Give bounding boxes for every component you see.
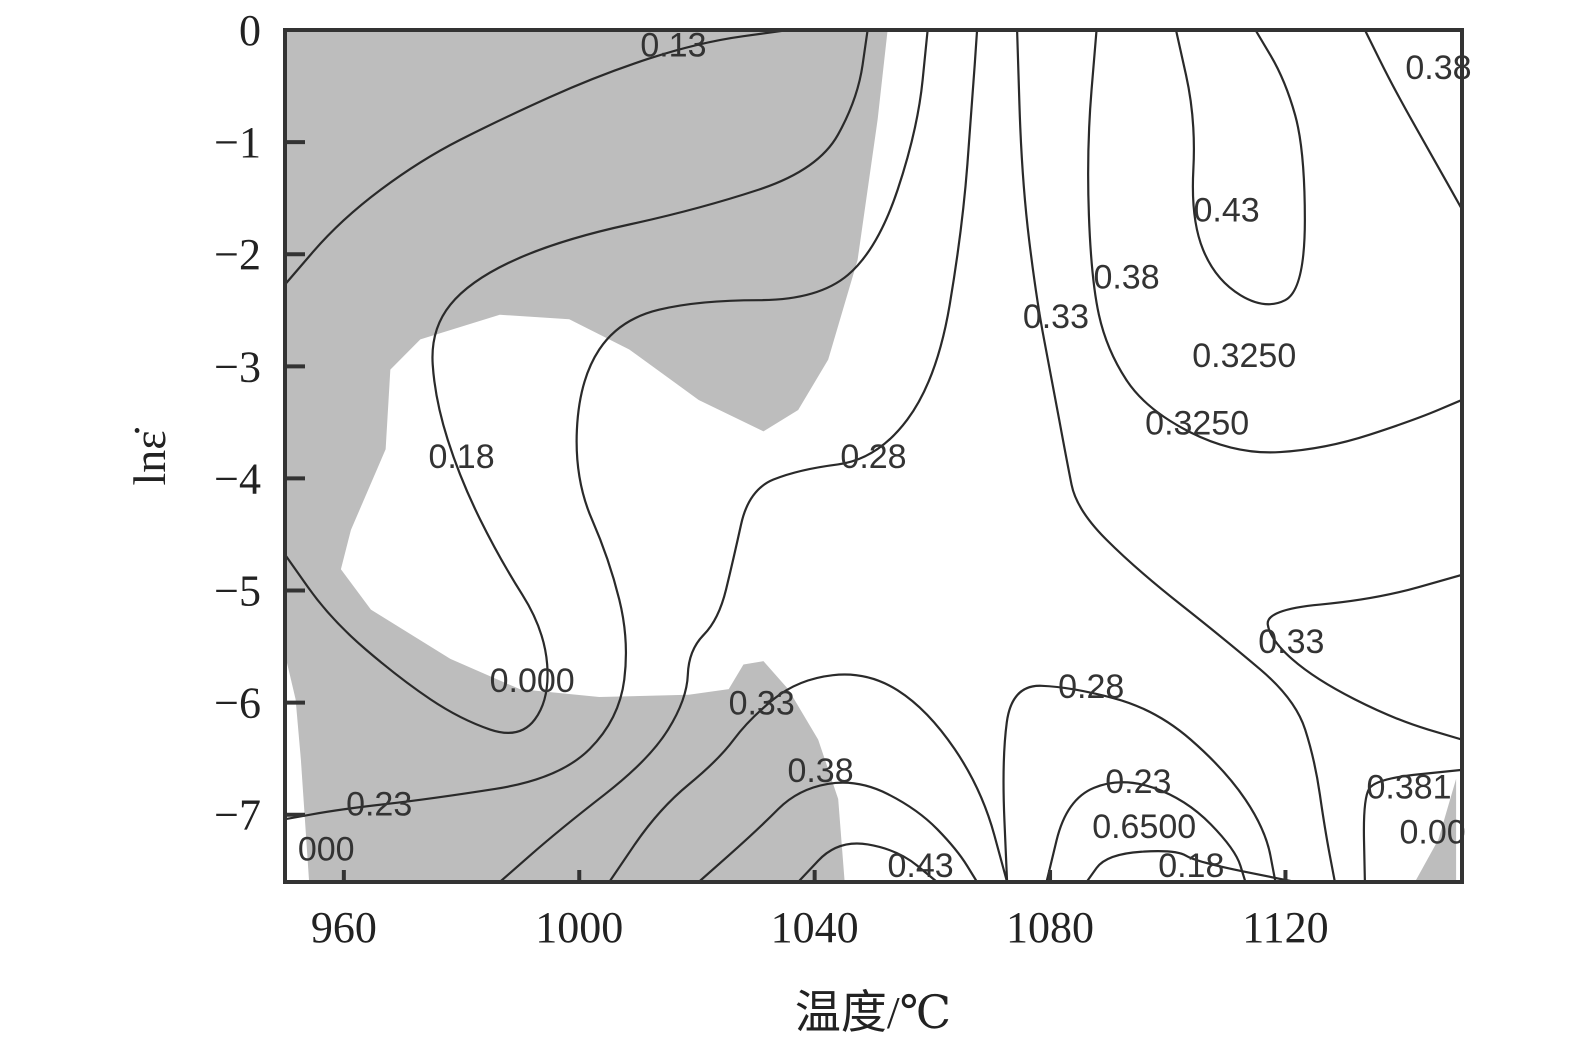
y-tick-label: −1 [214, 118, 261, 167]
contour-label: 0.23 [346, 786, 412, 824]
contour-label: 0.43 [1194, 191, 1260, 229]
contour-line-0.38 [697, 781, 979, 882]
y-tick-label: −3 [214, 342, 261, 391]
x-tick-label: 1040 [771, 903, 859, 952]
contour-line-0.33 [608, 673, 1009, 882]
axis-ticks: 960 1000 1040 1080 1120 0 −1 −2 −3 −4 −5 −6 −7 [214, 6, 1328, 952]
contour-line-0.23 [1045, 781, 1247, 882]
y-tick-label: −4 [214, 454, 261, 503]
x-axis-title: 温度/℃ [795, 987, 951, 1038]
contour-line-0.43 [797, 842, 938, 882]
plot-frame [283, 28, 1464, 884]
contour-line-0.38 [1363, 30, 1462, 210]
y-tick-label: −2 [214, 230, 261, 279]
contour-label: 0.18 [428, 438, 494, 476]
contour-label: 0.43 [887, 847, 953, 885]
contour-label: 0.3250 [1145, 404, 1249, 442]
contour-line-0.38 [1362, 768, 1462, 882]
contour-label: 0.3250 [1192, 337, 1296, 375]
contour-line-0.23 [285, 30, 929, 821]
x-tick-label: 1120 [1242, 903, 1328, 952]
contour-label: 000 [298, 830, 355, 868]
contour-label: 0.28 [1058, 668, 1124, 706]
contour-line-0.28 [1002, 684, 1277, 882]
contour-label: 0.00 [1399, 814, 1465, 852]
contour-line-0.33 [1015, 30, 1336, 882]
contour-label: 0.000 [490, 662, 575, 700]
y-axis-title: lnε̇ [124, 427, 175, 485]
contour-label: 0.33 [729, 685, 795, 723]
contour-line-0.13 [285, 30, 789, 286]
contour-label: 0.23 [1105, 763, 1171, 801]
contour-label: 0.6500 [1092, 808, 1196, 846]
contour-line-0.38 [1087, 30, 1462, 454]
contour-label: 0.38 [787, 752, 853, 790]
contour-line-0.28 [499, 30, 979, 882]
contour-labels: 0.130.18 0.280.330.380.430.32500.32500.38… [298, 27, 1472, 886]
x-tick-label: 1080 [1006, 903, 1094, 952]
contour-label: 0.33 [1258, 623, 1324, 661]
contour-label: 0.13 [640, 27, 706, 65]
instability-region [1414, 778, 1457, 882]
contour-label: 0.33 [1023, 298, 1089, 336]
x-tick-label: 1000 [535, 903, 623, 952]
contour-line-0.18 [1085, 850, 1296, 882]
y-tick-label: −5 [214, 567, 261, 616]
contour-line-0.18 [285, 30, 869, 734]
y-tick-label: −6 [214, 679, 261, 728]
contour-lines [285, 30, 1462, 882]
y-tick-label: 0 [239, 6, 261, 55]
contour-line-0.43 [1174, 30, 1306, 306]
contour-label: 0.381 [1366, 769, 1451, 807]
instability-regions [285, 30, 1457, 882]
contour-line-0.33 [1266, 573, 1462, 741]
contour-label: 0.38 [1093, 259, 1159, 297]
instability-region [285, 30, 888, 882]
y-tick-label: −7 [214, 791, 261, 840]
contour-label: 0.28 [840, 438, 906, 476]
x-tick-label: 960 [311, 903, 377, 952]
contour-label: 0.18 [1158, 847, 1224, 885]
